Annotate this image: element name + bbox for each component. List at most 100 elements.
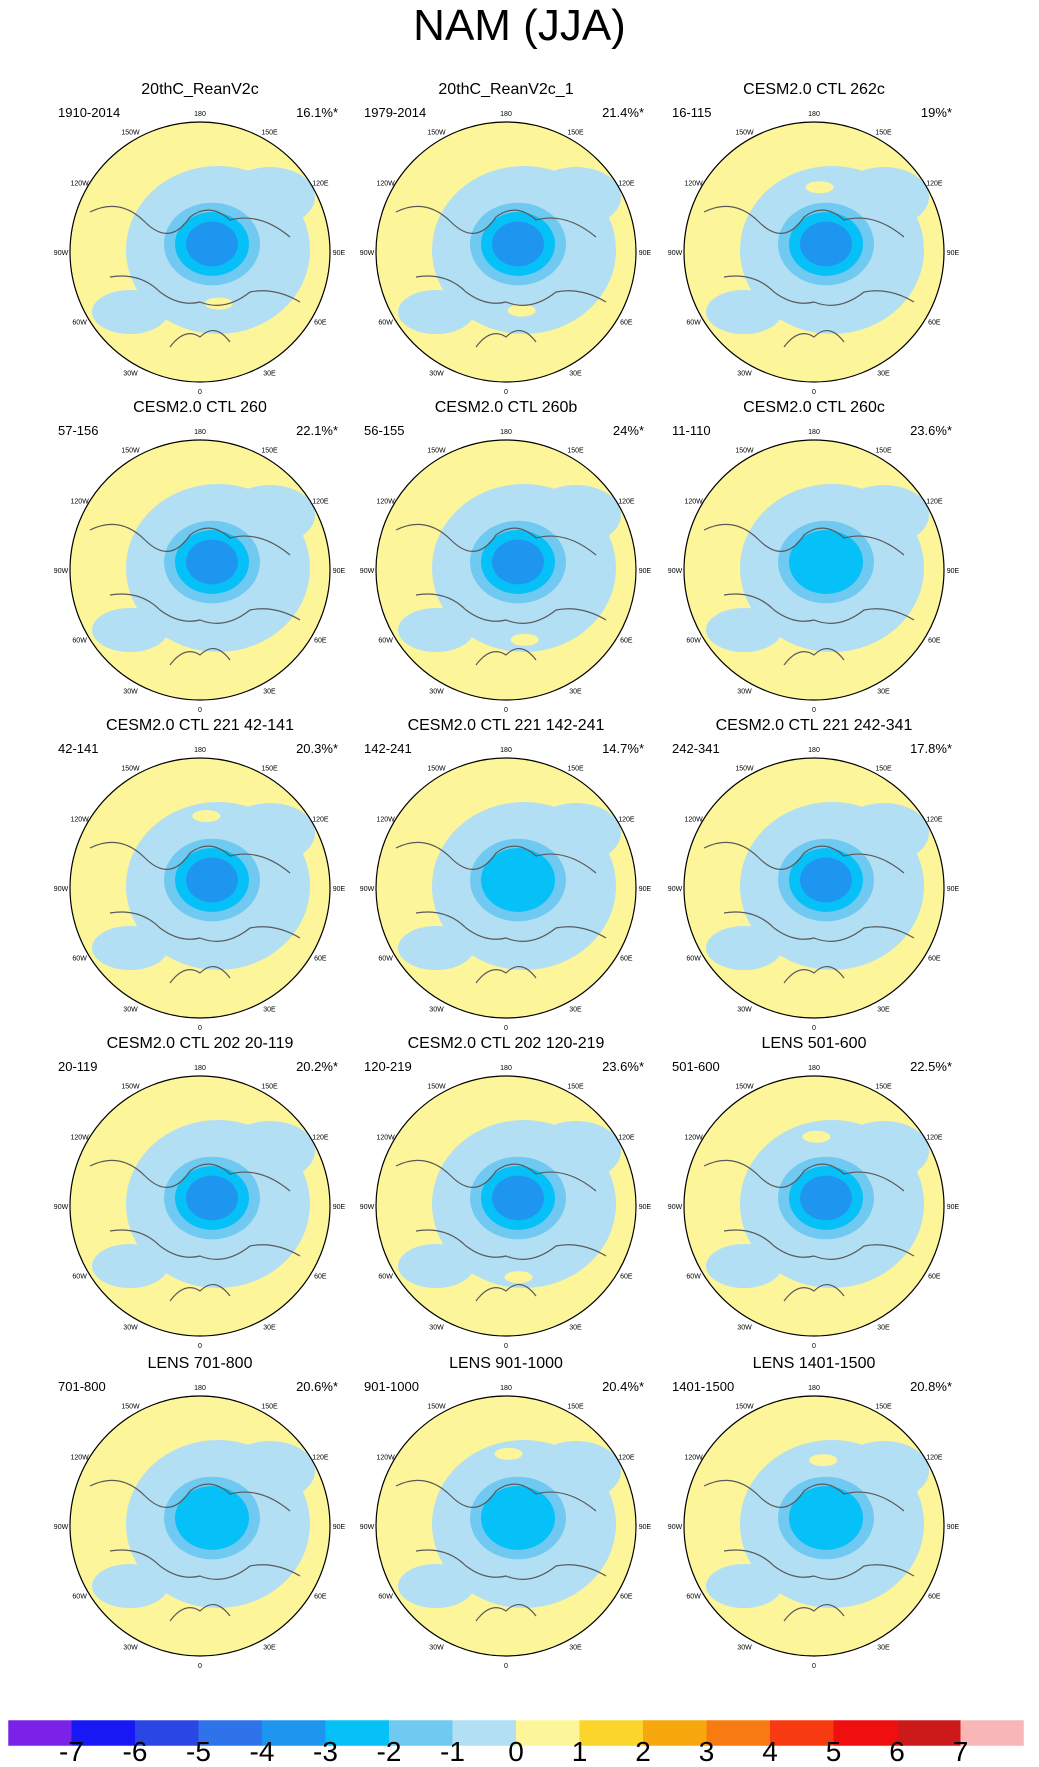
coastline [89,1479,301,1622]
longitude-label: 150W [427,448,446,455]
negative-region-3 [92,608,168,652]
coastline [395,205,607,348]
longitude-label: 90W [668,1524,683,1531]
longitude-label: 180 [808,111,820,118]
longitude-label: 150W [735,766,754,773]
panel-title: CESM2.0 CTL 221 42-141 [106,717,294,734]
polar-map: 180 150E 120E 90E 60E 30E 0 30W 60W 90W 120W 150W [668,1065,960,1350]
longitude-label: 90W [668,250,683,257]
coastline [395,841,607,984]
longitude-label: 120E [618,499,635,506]
longitude-label: 150W [427,766,446,773]
positive-anomaly-blob [809,1454,838,1467]
longitude-label: 90E [639,568,652,575]
longitude-label: 0 [504,1343,508,1350]
longitude-label: 30E [263,370,276,377]
positive-anomaly-blob [504,1271,533,1284]
map-border [683,439,945,701]
colorbar-bin [325,1720,389,1746]
positive-anomaly-blob [204,297,233,310]
longitude-label: 60W [72,638,87,645]
longitude-label: 180 [500,111,512,118]
negative-region-2 [531,167,621,227]
map-border [375,121,637,383]
polar-map: 180 150E 120E 90E 60E 30E 0 30W 60W 90W 120W 150W [54,1385,346,1670]
panel-variance-percent: 24%* [612,423,644,438]
colorbar-bin [960,1720,1024,1746]
map-panel: CESM2.0 CTL 260c 11-110 23.6%* 180 150E 120E 9… [664,398,964,714]
longitude-label: 90W [54,1204,69,1211]
negative-region-3 [706,608,782,652]
longitude-label: 180 [808,1385,820,1392]
longitude-label: 150W [121,448,140,455]
longitude-label: 60W [72,956,87,963]
longitude-label: 0 [504,389,508,396]
longitude-label: 150E [567,448,584,455]
positive-anomaly-blob [805,181,834,194]
panel-year-range: 57-156 [58,423,99,438]
map-panel: CESM2.0 CTL 202 120-219 120-219 23.6%* 180 1… [356,1034,656,1350]
longitude-label: 150W [121,766,140,773]
longitude-label: 120W [70,1455,89,1462]
longitude-label: 90E [333,1524,346,1531]
longitude-label: 150W [427,1404,446,1411]
negative-region-3 [92,290,168,334]
panel-title: CESM2.0 CTL 221 142-241 [407,717,605,734]
panel-title: LENS 1401-1500 [752,1355,876,1372]
longitude-label: 30W [429,1006,444,1013]
panel-title: CESM2.0 CTL 260c [743,399,885,416]
longitude-label: 30E [877,1644,890,1651]
longitude-label: 60W [72,1594,87,1601]
longitude-label: 60E [314,1594,327,1601]
positive-anomaly-blob [507,304,536,317]
anomaly-level-contour [492,539,544,585]
longitude-label: 0 [198,707,202,714]
map-border [375,757,637,1019]
colorbar-frame [8,1720,1025,1747]
longitude-label: 150E [567,1084,584,1091]
longitude-label: 0 [812,389,816,396]
colorbar-bin [579,1720,643,1746]
colorbar-tick-label: 0 [508,1736,524,1767]
longitude-label: 60W [686,638,701,645]
map-panel: CESM2.0 CTL 202 20-119 20-119 20.2%* 180 150… [50,1034,350,1350]
panel-year-range: 242-341 [672,741,720,756]
panel-year-range: 1401-1500 [672,1379,735,1394]
longitude-label: 90E [333,568,346,575]
panel-title: CESM2.0 CTL 262c [743,81,885,98]
positive-anomaly-blob [192,810,221,823]
negative-region-2 [225,1121,315,1181]
colorbar-bin [71,1720,135,1746]
longitude-label: 30W [123,1644,138,1651]
map-panel: CESM2.0 CTL 260b 56-155 24%* 180 150E 120E 90E… [356,398,656,714]
longitude-label: 120W [70,817,89,824]
anomaly-level-contour [481,1486,555,1550]
longitude-label: 60E [314,638,327,645]
longitude-label: 30W [737,1006,752,1013]
longitude-label: 90W [360,1204,375,1211]
longitude-label: 30E [263,1006,276,1013]
anomaly-level-contour [789,1486,863,1550]
polar-map: 180 150E 120E 90E 60E 30E 0 30W 60W 90W 120W 150W [54,1065,346,1350]
negative-region-2 [225,485,315,545]
colorbar-tick-label: -5 [186,1736,211,1767]
longitude-label: 150W [121,1404,140,1411]
longitude-label: 0 [812,1025,816,1032]
longitude-label: 30W [737,370,752,377]
longitude-label: 180 [194,429,206,436]
longitude-label: 180 [194,1065,206,1072]
longitude-label: 120W [684,181,703,188]
anomaly-level-contour [800,221,852,267]
negative-region-2 [531,485,621,545]
longitude-label: 180 [808,1065,820,1072]
map-panel: CESM2.0 CTL 221 242-341 242-341 17.8%* 180 1… [664,716,964,1032]
panel-year-range: 11-110 [672,423,711,438]
panel-title: 20thC_ReanV2c [141,81,259,98]
longitude-label: 30E [877,370,890,377]
longitude-label: 150E [567,130,584,137]
longitude-label: 120W [70,181,89,188]
longitude-label: 30E [263,1324,276,1331]
longitude-label: 90E [947,250,960,257]
longitude-label: 30W [737,1644,752,1651]
longitude-label: 120W [684,1135,703,1142]
